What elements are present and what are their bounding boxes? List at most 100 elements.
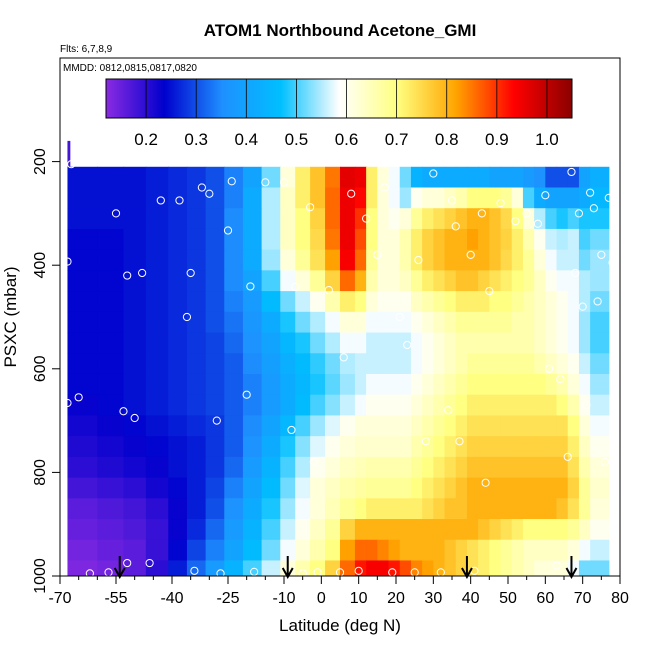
heatmap-cell bbox=[340, 228, 356, 251]
colorbar-tick-label: 0.9 bbox=[485, 130, 509, 149]
heatmap-cell bbox=[310, 353, 326, 375]
heatmap-cell bbox=[261, 373, 281, 396]
heatmap-cell bbox=[168, 477, 188, 499]
heatmap-cell bbox=[534, 311, 546, 334]
heatmap-cell bbox=[295, 415, 311, 437]
heatmap-cell bbox=[489, 477, 502, 499]
heatmap-cell bbox=[377, 187, 390, 209]
heatmap-cell bbox=[545, 291, 558, 313]
heatmap-cell bbox=[186, 373, 207, 396]
heatmap-cell bbox=[466, 560, 479, 576]
heatmap-cell bbox=[145, 270, 169, 292]
heatmap-cell bbox=[377, 249, 390, 271]
heatmap-cell bbox=[242, 498, 263, 520]
heatmap-cell bbox=[377, 436, 390, 458]
heatmap-cell bbox=[145, 208, 169, 230]
flight-marker-arrow bbox=[113, 556, 126, 580]
heatmap-cell bbox=[422, 539, 434, 562]
x-tick-label: 60 bbox=[536, 590, 554, 607]
heatmap-cell bbox=[366, 311, 378, 334]
heatmap-cell bbox=[578, 208, 591, 230]
heatmap-cell bbox=[295, 519, 311, 541]
heatmap-cell bbox=[478, 373, 490, 396]
heatmap-cell bbox=[534, 560, 546, 576]
heatmap-cell bbox=[377, 456, 390, 479]
x-tick-label: -70 bbox=[48, 590, 71, 607]
observation-point bbox=[485, 287, 494, 296]
heatmap-cell bbox=[366, 456, 378, 479]
colorbar-tick-label: 0.4 bbox=[234, 130, 258, 149]
heatmap-cell bbox=[500, 332, 513, 354]
heatmap-cell bbox=[399, 456, 412, 479]
heatmap-cell bbox=[567, 560, 580, 576]
heatmap-cell bbox=[67, 394, 98, 417]
heatmap-cell bbox=[168, 519, 188, 541]
heatmap-cell bbox=[224, 353, 244, 375]
heatmap-cell bbox=[354, 311, 367, 334]
heatmap-cell bbox=[511, 394, 524, 417]
heatmap-cell bbox=[97, 208, 125, 230]
colorbar-ticks: 0.2 0.3 0.4 0.5 0.6 0.7 0.8 0.9 1.0 bbox=[134, 79, 559, 149]
observation-point bbox=[544, 364, 554, 373]
heatmap-cell bbox=[224, 456, 244, 479]
heatmap-cell bbox=[295, 270, 311, 292]
heatmap-cell bbox=[478, 187, 490, 209]
heatmap-cell bbox=[511, 456, 524, 479]
heatmap-cell bbox=[295, 498, 311, 520]
heatmap-cell bbox=[261, 187, 281, 209]
heatmap-cell bbox=[388, 332, 401, 354]
heatmap-cell bbox=[545, 519, 558, 541]
heatmap-cell bbox=[545, 208, 558, 230]
heatmap-cell bbox=[280, 291, 296, 313]
heatmap-cell bbox=[567, 208, 580, 230]
heatmap-cell bbox=[67, 291, 98, 313]
heatmap-cell bbox=[377, 394, 390, 417]
observation-point bbox=[563, 452, 572, 461]
heatmap-cell bbox=[444, 477, 457, 499]
heatmap-cell bbox=[261, 332, 281, 354]
heatmap-cell bbox=[340, 208, 356, 230]
heatmap-cell bbox=[366, 560, 378, 576]
heatmap-cell bbox=[478, 519, 490, 541]
heatmap-cell bbox=[388, 415, 401, 437]
heatmap-cell bbox=[567, 270, 580, 292]
heatmap-cell bbox=[444, 456, 457, 479]
heatmap-cell bbox=[145, 456, 169, 479]
heatmap-cell bbox=[410, 311, 423, 334]
heatmap-cell bbox=[511, 270, 524, 292]
heatmap-cell bbox=[545, 373, 558, 396]
heatmap-cell bbox=[377, 311, 390, 334]
heatmap-cell bbox=[433, 249, 446, 271]
heatmap-cell bbox=[590, 291, 610, 313]
heatmap-cell bbox=[478, 208, 490, 230]
heatmap-cell bbox=[433, 394, 446, 417]
heatmap-cell bbox=[455, 228, 468, 251]
heatmap-cell bbox=[67, 187, 98, 209]
heatmap-cell bbox=[67, 249, 98, 271]
heatmap-cell bbox=[444, 208, 457, 230]
heatmap-cell bbox=[388, 228, 401, 251]
heatmap-cell bbox=[500, 519, 513, 541]
chart-title: ATOM1 Northbound Acetone_GMI bbox=[204, 21, 477, 40]
heatmap-cell bbox=[224, 166, 244, 189]
heatmap-cell bbox=[388, 436, 401, 458]
heatmap-cell bbox=[224, 291, 244, 313]
heatmap-cell bbox=[295, 208, 311, 230]
heatmap-cell bbox=[511, 187, 524, 209]
heatmap-cell bbox=[261, 394, 281, 417]
heatmap-cell bbox=[205, 519, 225, 541]
x-axis-label: Latitude (deg N) bbox=[279, 616, 401, 635]
heatmap-cell bbox=[354, 394, 367, 417]
observation-point bbox=[287, 425, 296, 435]
observation-point bbox=[395, 312, 404, 322]
heatmap-cell bbox=[433, 498, 446, 520]
heatmap-cell bbox=[534, 477, 546, 499]
heatmap-cell bbox=[123, 394, 147, 417]
heatmap-cell bbox=[422, 477, 434, 499]
heatmap-cell bbox=[567, 519, 580, 541]
heatmap-cell bbox=[489, 373, 502, 396]
observation-point bbox=[85, 569, 94, 576]
heatmap-cell bbox=[578, 249, 591, 271]
heatmap-cell bbox=[97, 519, 125, 541]
heatmap-cell bbox=[466, 415, 479, 437]
